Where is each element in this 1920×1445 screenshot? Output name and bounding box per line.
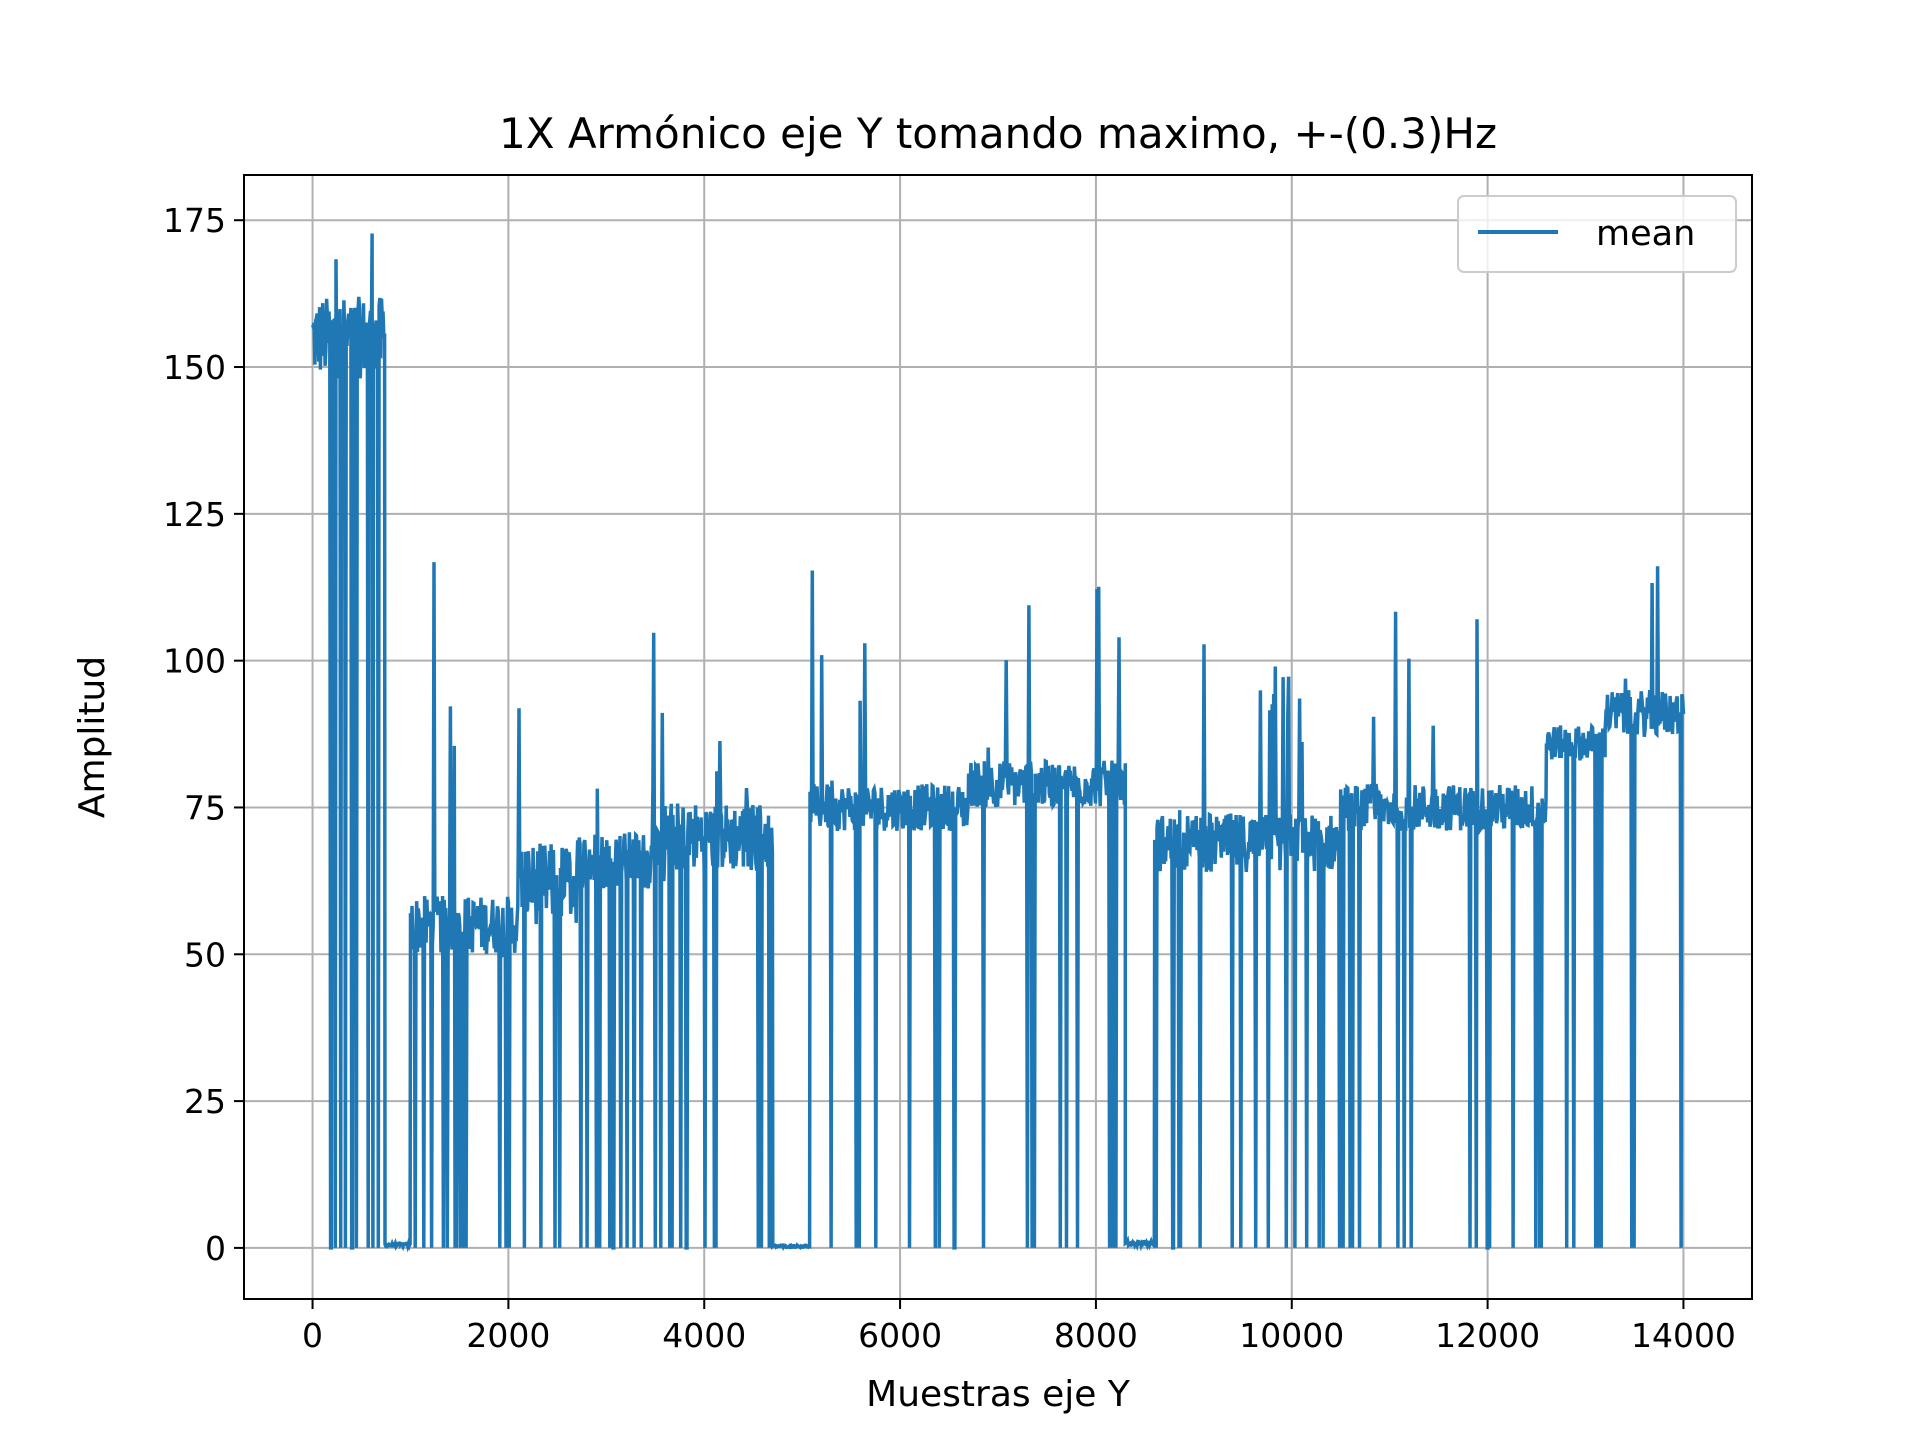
- grid: [244, 175, 1752, 1299]
- y-tick-label: 25: [184, 1082, 226, 1121]
- legend-label-mean: mean: [1596, 214, 1695, 254]
- y-axis-ticks: 0 25 50 75 100 125 150 175: [163, 201, 244, 1268]
- y-tick-label: 150: [163, 348, 226, 387]
- x-tick-label: 0: [302, 1316, 323, 1355]
- chart-title: 1X Armónico eje Y tomando maximo, +-(0.3…: [499, 109, 1497, 158]
- x-tick-label: 10000: [1239, 1316, 1344, 1355]
- y-tick-label: 125: [163, 495, 226, 534]
- x-tick-label: 12000: [1435, 1316, 1540, 1355]
- y-tick-label: 175: [163, 201, 226, 240]
- y-tick-label: 50: [184, 935, 226, 974]
- plot-frame: [243, 174, 1753, 1300]
- x-tick-label: 6000: [858, 1316, 942, 1355]
- x-tick-label: 8000: [1054, 1316, 1138, 1355]
- x-tick-label: 14000: [1631, 1316, 1736, 1355]
- x-tick-label: 4000: [662, 1316, 746, 1355]
- y-axis-label: Amplitud: [72, 656, 113, 818]
- x-axis-label: Muestras eje Y: [866, 1374, 1131, 1415]
- x-tick-label: 2000: [466, 1316, 550, 1355]
- series-line-mean: [310, 233, 1686, 1253]
- series-layer: [310, 233, 1686, 1253]
- x-axis-ticks: 0 2000 4000 6000 8000 10000 12000 14000: [302, 1299, 1736, 1355]
- legend-box: [1457, 195, 1737, 273]
- y-tick-label: 0: [205, 1229, 226, 1268]
- y-tick-label: 100: [163, 642, 226, 681]
- legend: mean: [1457, 195, 1737, 273]
- y-tick-label: 75: [184, 788, 226, 827]
